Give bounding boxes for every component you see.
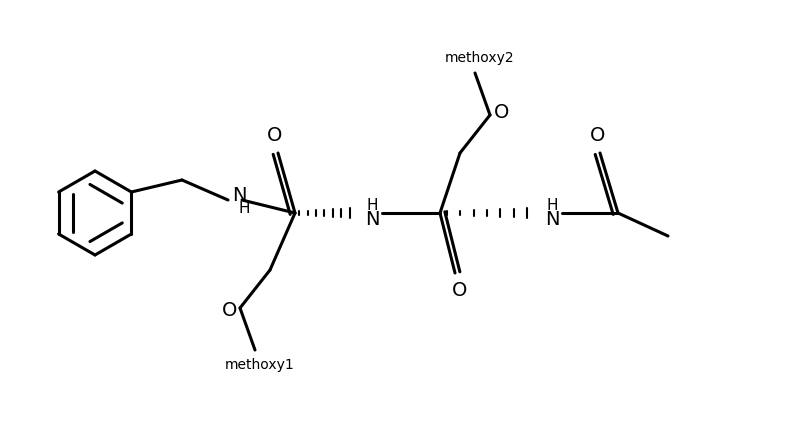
Text: H: H — [238, 200, 249, 216]
Text: O: O — [494, 102, 510, 122]
Text: O: O — [267, 125, 283, 145]
Text: methoxy1: methoxy1 — [225, 358, 295, 372]
Text: H: H — [546, 197, 558, 212]
Text: O: O — [453, 282, 468, 300]
Text: methoxy2: methoxy2 — [446, 51, 515, 65]
Text: O: O — [591, 125, 606, 145]
Text: N: N — [545, 209, 559, 229]
Text: O: O — [222, 300, 238, 319]
Text: N: N — [232, 185, 246, 205]
Text: N: N — [365, 209, 379, 229]
Text: H: H — [367, 197, 378, 212]
